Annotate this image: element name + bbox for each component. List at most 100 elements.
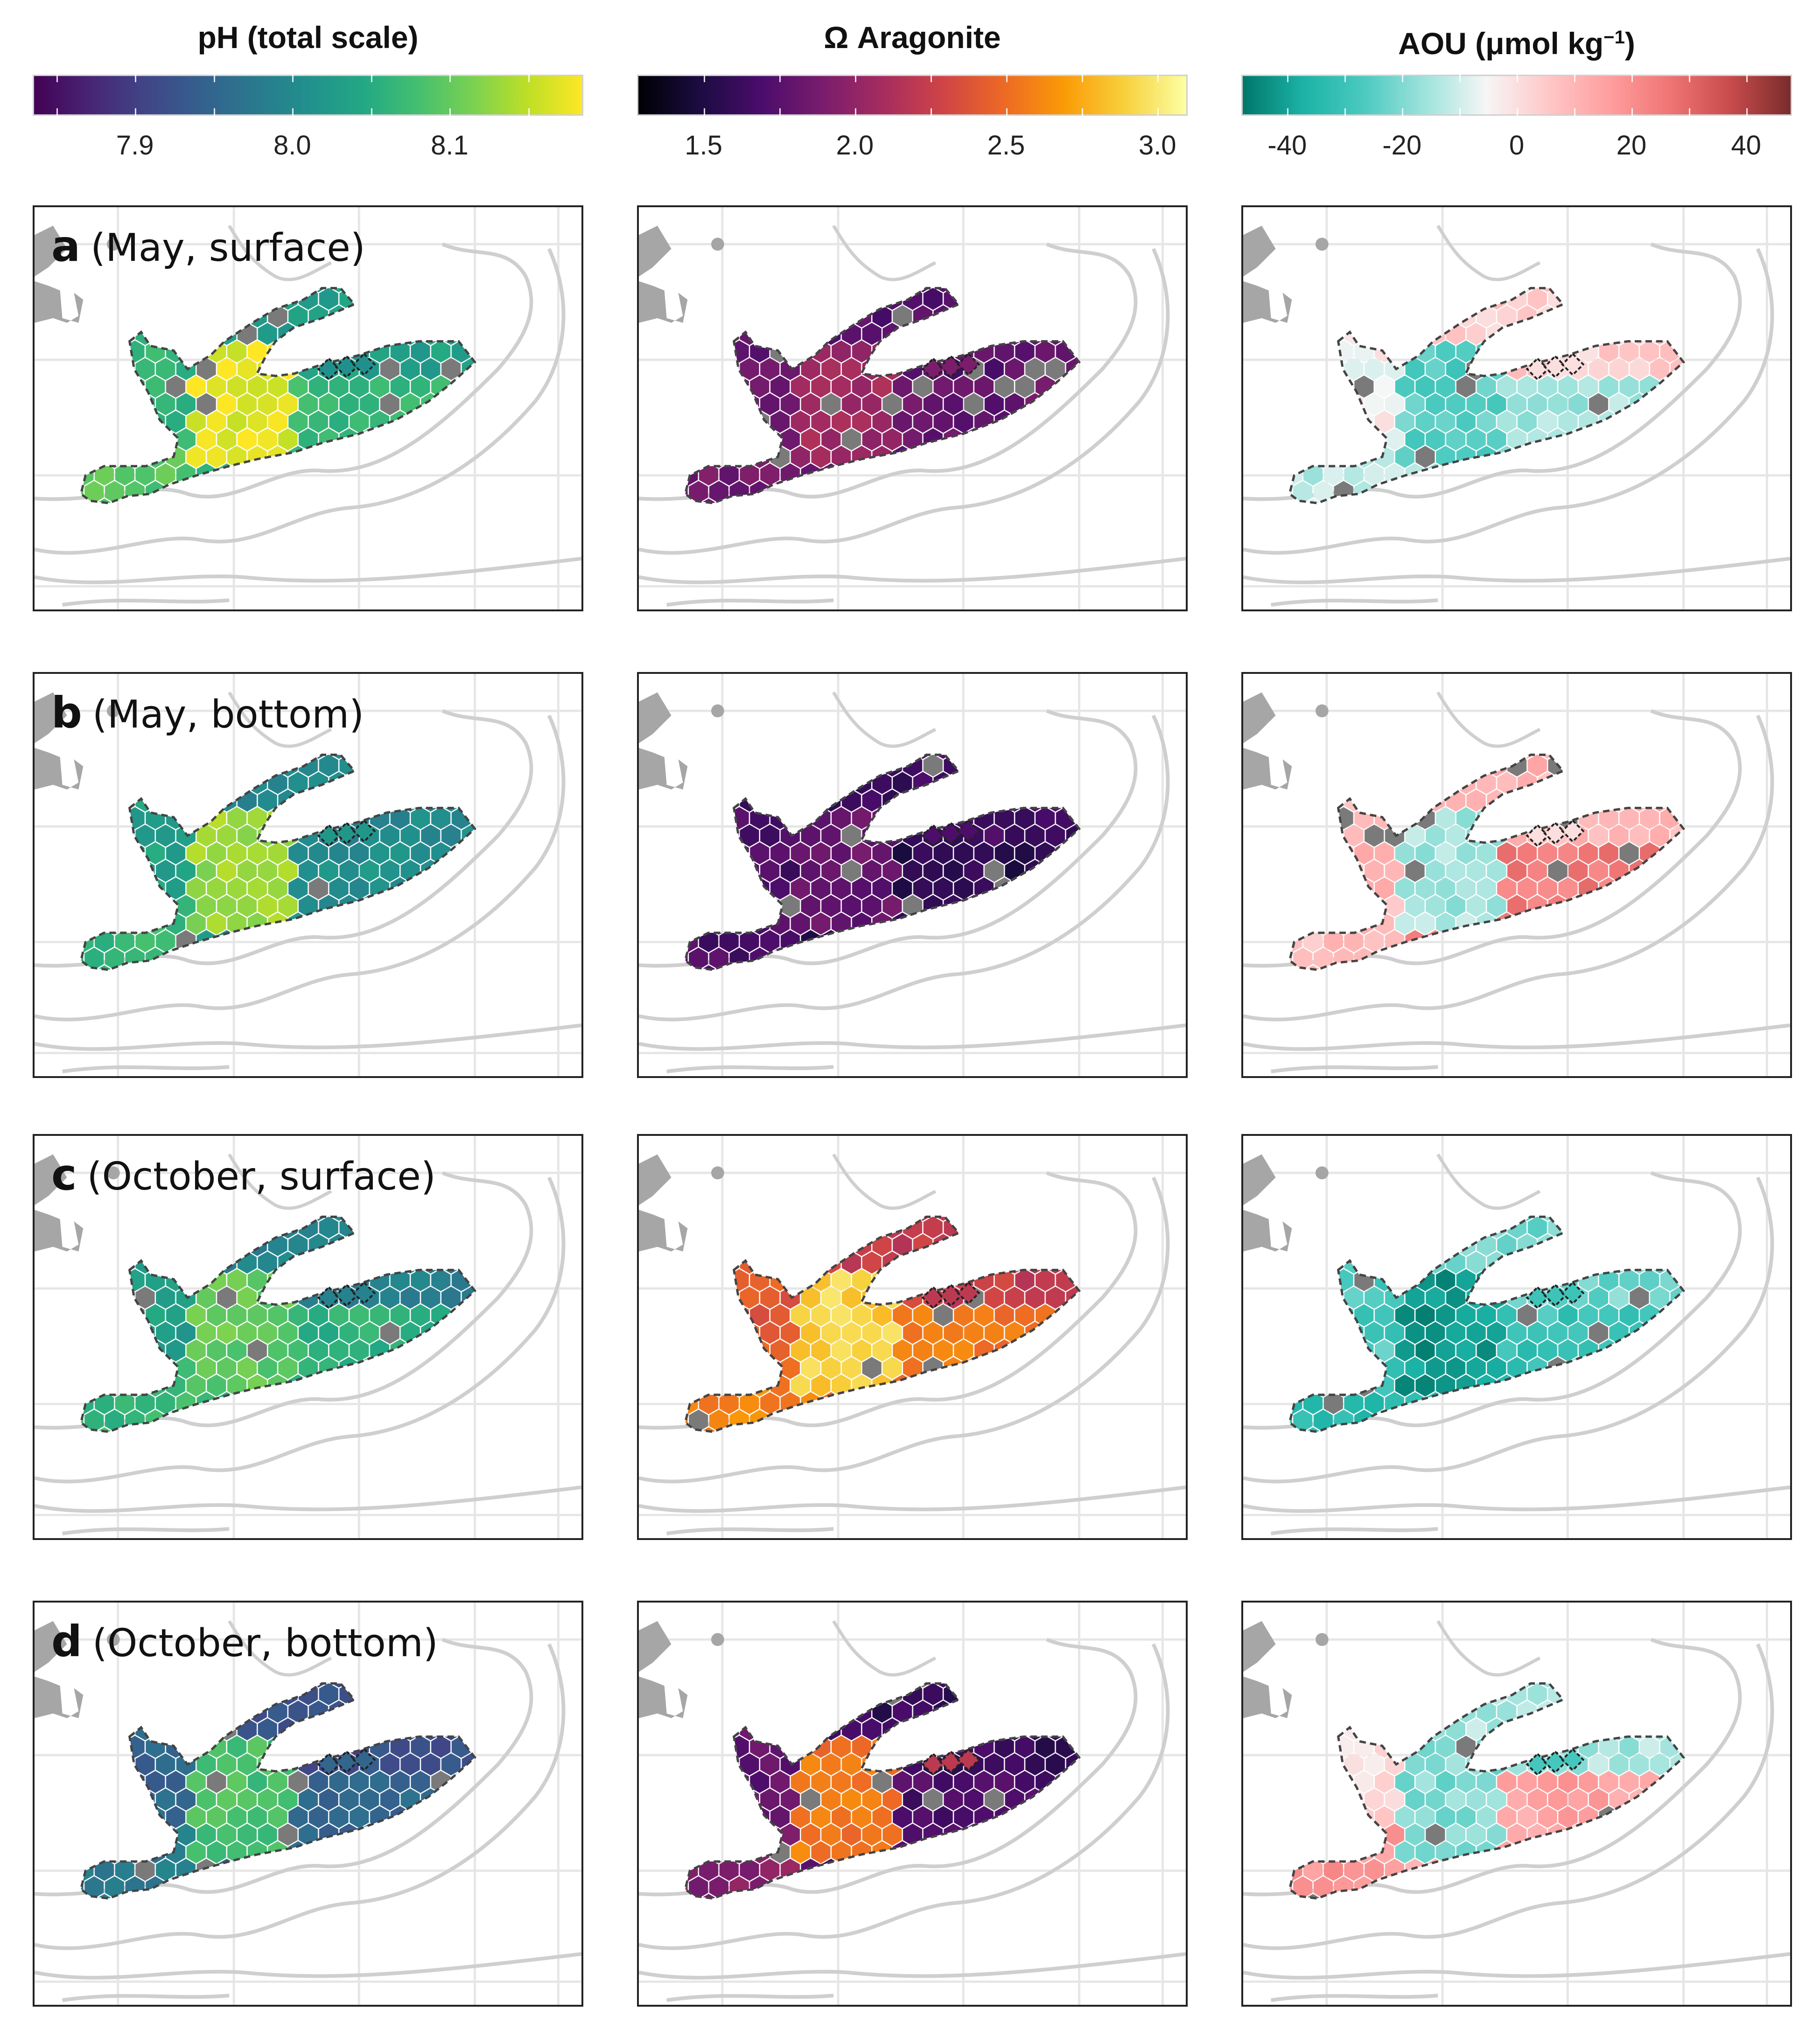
grid-cell (994, 1683, 1015, 1688)
grid-cell (760, 894, 780, 918)
grid-cell (780, 755, 800, 777)
grid-cell (267, 1339, 288, 1362)
grid-cell (861, 1823, 882, 1847)
grid-cell (892, 375, 913, 399)
grid-cell (329, 1303, 349, 1327)
grid-cell (1497, 1770, 1517, 1794)
grid-cell (155, 1717, 176, 1741)
grid-cell (349, 1339, 370, 1362)
grid-cell (1659, 1409, 1680, 1432)
panel-letter: b (51, 688, 82, 738)
land-mass (35, 692, 67, 743)
grid-cell (1456, 288, 1476, 293)
grid-cell (821, 392, 841, 416)
grid-cell (125, 375, 145, 399)
grid-cell (94, 288, 114, 310)
grid-cell (1629, 288, 1650, 310)
grid-cell (1384, 322, 1405, 346)
grid-cell (1650, 1356, 1670, 1380)
grid-cell (1035, 305, 1056, 328)
grid-cell (760, 1858, 780, 1882)
grid-cell (1364, 1286, 1385, 1309)
grid-cell (953, 1303, 974, 1327)
grid-cell (1609, 755, 1629, 777)
grid-cell (1004, 288, 1025, 310)
grid-cell (81, 445, 84, 469)
grid-cell (1629, 1427, 1650, 1432)
grid-cell (1547, 894, 1568, 918)
grid-cell (288, 1806, 308, 1829)
grid-cell (699, 1717, 719, 1741)
grid-cell (1364, 427, 1385, 451)
grid-cell (81, 1374, 84, 1397)
grid-cell (882, 859, 903, 882)
region-outline (79, 753, 476, 971)
grid-cell (1446, 1321, 1466, 1344)
grid-cell (390, 1268, 410, 1292)
grid-cell (841, 1823, 861, 1847)
grid-cell (923, 1356, 943, 1380)
grid-cell (1446, 1427, 1466, 1432)
grid-cell (1055, 1770, 1076, 1794)
grid-cell (984, 1217, 1004, 1239)
grid-cell (135, 1427, 155, 1432)
grid-cell (1405, 357, 1425, 381)
grid-cell (974, 1233, 994, 1257)
grid-cell (1004, 1683, 1025, 1706)
grid-cell (811, 288, 831, 293)
grid-cell (851, 877, 872, 900)
grid-cell (1293, 1770, 1313, 1794)
grid-cell (1045, 427, 1065, 451)
island-cell (317, 1752, 341, 1777)
grid-cell (729, 1217, 749, 1222)
grid-cell (1333, 755, 1354, 760)
grid-cell (1015, 1233, 1035, 1257)
grid-cell (811, 375, 831, 399)
grid-cell (217, 1321, 237, 1344)
grid-cell (1384, 1717, 1405, 1741)
grid-cell (400, 1893, 420, 1899)
grid-cell (1065, 1893, 1079, 1899)
grid-cell (359, 322, 380, 346)
grid-cell (1547, 1717, 1568, 1741)
bathymetry-contour (639, 1485, 1186, 1513)
grid-cell (247, 1339, 267, 1362)
grid-cell (1639, 1770, 1660, 1794)
grid-cell (685, 1893, 699, 1899)
grid-cell (1374, 1339, 1394, 1362)
grid-cell (1364, 894, 1385, 918)
grid-cell (288, 947, 308, 970)
grid-cell (1025, 859, 1045, 882)
grid-cell (800, 1217, 821, 1239)
grid-cell (1497, 1876, 1517, 1899)
grid-cell (155, 1893, 176, 1899)
grid-cell (964, 1321, 984, 1344)
grid-cell (155, 930, 176, 953)
grid-cell (882, 1356, 903, 1380)
grid-cell (318, 789, 339, 812)
grid-cell (135, 1217, 155, 1239)
grid-cell (892, 1409, 913, 1432)
grid-cell (780, 392, 800, 416)
grid-cell (410, 1217, 431, 1222)
grid-cell (81, 1321, 94, 1344)
grid-cell (831, 771, 852, 795)
grid-cell (318, 1823, 339, 1847)
grid-cell (237, 1753, 257, 1776)
grid-cell (1035, 755, 1056, 760)
grid-cell (749, 1841, 770, 1864)
grid-cell (227, 410, 247, 434)
grid-cell (1537, 1303, 1558, 1327)
grid-cell (1639, 771, 1660, 795)
grid-cell (1578, 755, 1598, 760)
grid-cell (882, 1753, 903, 1776)
grid-cell (800, 1788, 821, 1811)
grid-cell (994, 771, 1015, 795)
grid-cell (451, 755, 471, 760)
grid-cell (420, 498, 441, 504)
grid-cell (1578, 375, 1598, 399)
grid-cell (237, 755, 257, 777)
grid-cell (1588, 894, 1609, 918)
grid-cell (831, 1217, 852, 1222)
grid-cell (84, 288, 105, 293)
